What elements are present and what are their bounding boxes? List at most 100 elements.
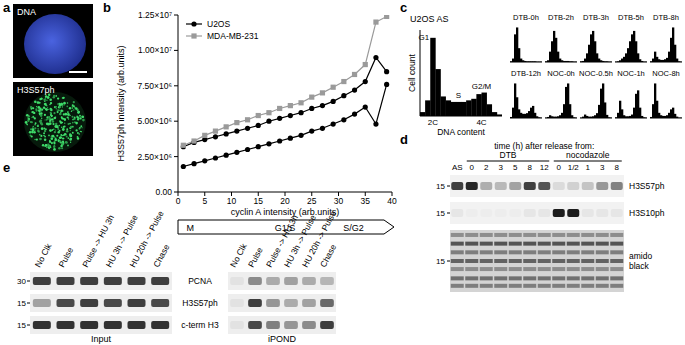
focus-dot: [61, 127, 63, 129]
mw-tick: [27, 281, 30, 282]
nucleus: [24, 14, 86, 74]
hist-bar: [522, 114, 524, 118]
focus-dot: [59, 113, 62, 116]
focus-dot: [51, 142, 53, 144]
band: [596, 242, 609, 246]
lane-label: 8: [615, 163, 620, 172]
focus-dot: [82, 116, 84, 118]
band: [494, 233, 507, 237]
focus-dot: [70, 142, 71, 143]
histogram-title: DTB-3h: [583, 13, 609, 22]
focus-dot: [72, 119, 74, 121]
focus-dot: [25, 121, 28, 124]
data-point: [266, 119, 271, 124]
hist-bar: [534, 113, 536, 118]
hist-bar: [670, 38, 672, 62]
band: [284, 321, 298, 329]
histogram-panel: U2OS ASCell countDNA contentG1SG2/M2C4CD…: [407, 13, 682, 137]
bars: [545, 83, 577, 118]
band: [128, 299, 146, 307]
hist-bar: [598, 105, 600, 118]
band: [494, 250, 507, 254]
data-point: [298, 100, 303, 105]
band: [596, 267, 609, 271]
focus-dot: [66, 128, 68, 130]
hist-bar: [621, 59, 623, 62]
hist-bar: [520, 113, 522, 118]
focus-dot: [73, 109, 74, 110]
band: [230, 277, 244, 285]
focus-dot: [45, 103, 47, 105]
hist-bar: [674, 114, 676, 118]
x-axis: [615, 118, 647, 119]
focus-dot: [62, 106, 63, 107]
focus-dot: [73, 101, 75, 103]
band: [480, 209, 492, 217]
panel-letter: c: [400, 0, 407, 15]
focus-dot: [40, 135, 42, 137]
band: [151, 299, 169, 307]
band: [284, 277, 298, 285]
band: [465, 233, 478, 237]
band: [266, 299, 280, 307]
band: [538, 259, 551, 263]
data-point: [384, 69, 389, 74]
hist-bar: [461, 102, 466, 116]
focus-dot: [45, 95, 47, 97]
panel-letter: b: [103, 0, 111, 15]
x-tick-label: 30: [334, 196, 344, 206]
data-point: [213, 134, 218, 139]
focus-dot: [51, 108, 53, 110]
band: [524, 209, 536, 217]
hist-bar: [633, 108, 635, 118]
band: [523, 284, 536, 288]
hist-bar: [619, 101, 621, 118]
x-axis: [580, 118, 612, 119]
band: [509, 284, 522, 288]
y-tick: [174, 192, 178, 193]
blot-strip: [228, 316, 336, 334]
focus-dot: [61, 117, 63, 119]
focus-dot: [57, 111, 59, 113]
band: [523, 267, 536, 271]
band: [230, 321, 244, 329]
histogram-title: DTB-0h: [513, 13, 539, 22]
mw-marker: 15: [436, 257, 445, 266]
focus-dot: [58, 106, 60, 108]
bars: [580, 31, 612, 62]
hist-bar: [532, 106, 534, 118]
hist-bar: [584, 59, 586, 62]
focus-dot: [41, 109, 43, 111]
legend-label: MDA-MB-231: [207, 31, 259, 41]
data-point: [213, 129, 218, 134]
x-axis: [615, 62, 647, 63]
data-point: [213, 155, 218, 160]
focus-dot: [80, 125, 82, 127]
focus-dot: [59, 130, 61, 132]
focus-dot: [47, 96, 49, 98]
legend-marker: [191, 21, 196, 26]
hist-bar: [518, 109, 520, 118]
y-tick-label: 1.00×10⁷: [138, 45, 172, 55]
histogram-title: U2OS AS: [410, 14, 449, 24]
band-lane: [538, 233, 551, 288]
data-point: [341, 117, 346, 122]
band: [451, 267, 464, 271]
focus-dot: [72, 104, 74, 106]
histogram-title: NOC-0h: [547, 69, 575, 78]
band: [451, 259, 464, 263]
band: [552, 242, 565, 246]
focus-dot: [54, 139, 57, 142]
focus-dot: [44, 119, 45, 120]
histogram: DTB-0h: [510, 13, 542, 62]
focus-dot: [48, 135, 50, 137]
band: [266, 277, 280, 285]
hist-bar: [590, 34, 592, 62]
focus-dot: [53, 146, 55, 148]
nucleus: [24, 92, 86, 152]
focus-dot: [38, 128, 39, 129]
group-label: nocodazole: [566, 150, 610, 160]
band: [596, 284, 609, 288]
data-point: [331, 99, 336, 104]
hist-bar: [569, 104, 571, 118]
